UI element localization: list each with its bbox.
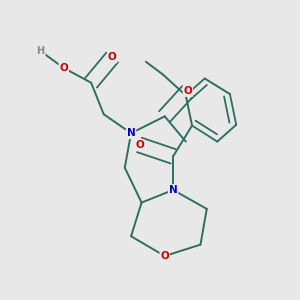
Text: O: O (184, 86, 192, 96)
Text: O: O (160, 251, 169, 261)
Text: N: N (169, 185, 178, 195)
Text: O: O (135, 140, 144, 150)
Text: H: H (37, 46, 45, 56)
Text: N: N (127, 128, 135, 138)
Text: O: O (59, 63, 68, 73)
Text: O: O (108, 52, 116, 62)
